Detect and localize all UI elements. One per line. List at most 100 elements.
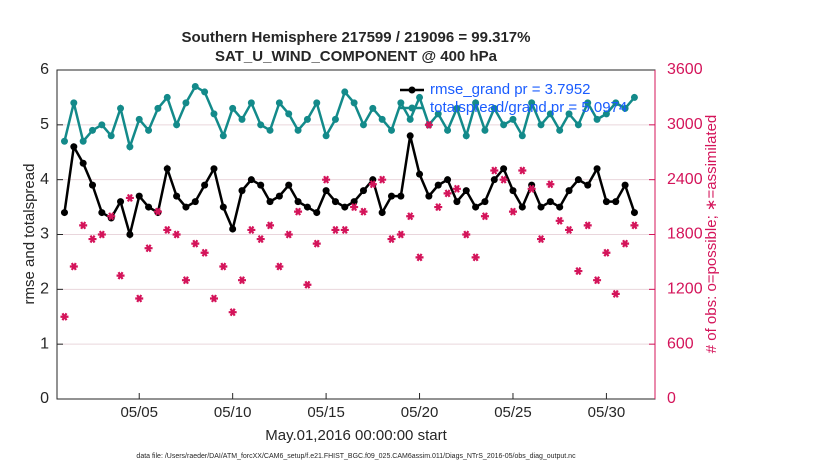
obs-marker	[471, 253, 480, 262]
obs-marker	[200, 248, 209, 257]
obs-marker	[593, 276, 602, 285]
point	[388, 192, 396, 200]
point	[275, 99, 283, 107]
obs-marker	[97, 230, 106, 239]
point	[612, 198, 620, 206]
point	[350, 198, 358, 206]
point	[490, 176, 498, 184]
point	[266, 126, 274, 134]
obs-marker	[256, 235, 265, 244]
point	[285, 181, 293, 189]
point	[444, 176, 452, 184]
point	[247, 99, 255, 107]
point	[135, 192, 143, 200]
y2-tick-label: 0	[667, 390, 676, 407]
point	[462, 132, 470, 140]
point	[565, 110, 573, 118]
obs-marker	[88, 235, 97, 244]
point	[556, 203, 564, 211]
x-tick-label: 05/30	[588, 404, 626, 421]
obs-marker	[340, 225, 349, 234]
point	[294, 198, 302, 206]
point	[388, 126, 396, 134]
point	[359, 187, 367, 195]
point	[556, 126, 564, 134]
point	[154, 104, 162, 112]
obs-marker	[266, 221, 275, 230]
point	[574, 176, 582, 184]
point	[201, 181, 209, 189]
y2-tick-label: 1200	[667, 281, 703, 298]
point	[331, 198, 339, 206]
point	[369, 104, 377, 112]
point	[70, 143, 78, 151]
point	[378, 115, 386, 123]
obs-marker	[238, 276, 247, 285]
point	[285, 110, 293, 118]
point	[257, 121, 265, 129]
point	[444, 126, 452, 134]
legend-label: totalspread/grand pr = 5.0974	[430, 99, 627, 116]
obs-marker	[378, 175, 387, 184]
obs-marker	[555, 216, 564, 225]
y-tick-label: 0	[40, 390, 49, 407]
obs-marker	[452, 184, 461, 193]
obs-marker	[611, 289, 620, 298]
point	[117, 198, 125, 206]
point	[191, 82, 199, 90]
obs-marker	[490, 166, 499, 175]
point	[173, 121, 181, 129]
obs-marker	[462, 230, 471, 239]
point	[322, 187, 330, 195]
point	[416, 93, 424, 101]
obs-marker	[125, 193, 134, 202]
point	[462, 187, 470, 195]
obs-marker	[209, 294, 218, 303]
point	[537, 121, 545, 129]
point	[182, 203, 190, 211]
point	[201, 88, 209, 96]
obs-marker	[144, 244, 153, 253]
point	[518, 132, 526, 140]
point	[341, 88, 349, 96]
point	[98, 121, 106, 129]
y2-axis-label: # of obs: o=possible; ∗=assimilated	[703, 115, 720, 354]
point	[500, 121, 508, 129]
point	[434, 110, 442, 118]
point	[145, 126, 153, 134]
obs-marker	[518, 166, 527, 175]
point	[247, 176, 255, 184]
obs-marker	[630, 221, 639, 230]
point	[126, 231, 134, 238]
point	[350, 99, 358, 107]
point	[546, 198, 554, 206]
point	[359, 121, 367, 129]
obs-marker	[172, 230, 181, 239]
obs-marker	[527, 184, 536, 193]
obs-marker	[537, 235, 546, 244]
obs-marker	[583, 221, 592, 230]
point	[163, 93, 171, 101]
obs-marker	[322, 175, 331, 184]
point	[630, 209, 638, 217]
y-tick-label: 6	[40, 61, 49, 78]
footnote: data file: /Users/raeder/DAI/ATM_forcXX/…	[136, 453, 576, 460]
y-axis-label: rmse and totalspread	[21, 164, 38, 305]
point	[117, 104, 125, 112]
point	[481, 198, 489, 206]
point	[500, 165, 508, 173]
point	[219, 203, 227, 211]
y2-tick-label: 600	[667, 335, 694, 352]
obs-marker	[60, 312, 69, 321]
y-tick-label: 1	[40, 335, 49, 352]
obs-marker	[247, 225, 256, 234]
x-tick-label: 05/05	[120, 404, 158, 421]
point	[630, 93, 638, 101]
point	[509, 187, 517, 195]
obs-marker	[480, 212, 489, 221]
point	[107, 132, 115, 140]
obs-marker	[546, 180, 555, 189]
obs-marker	[135, 294, 144, 303]
y2-tick-label: 2400	[667, 171, 703, 188]
point	[612, 99, 620, 107]
